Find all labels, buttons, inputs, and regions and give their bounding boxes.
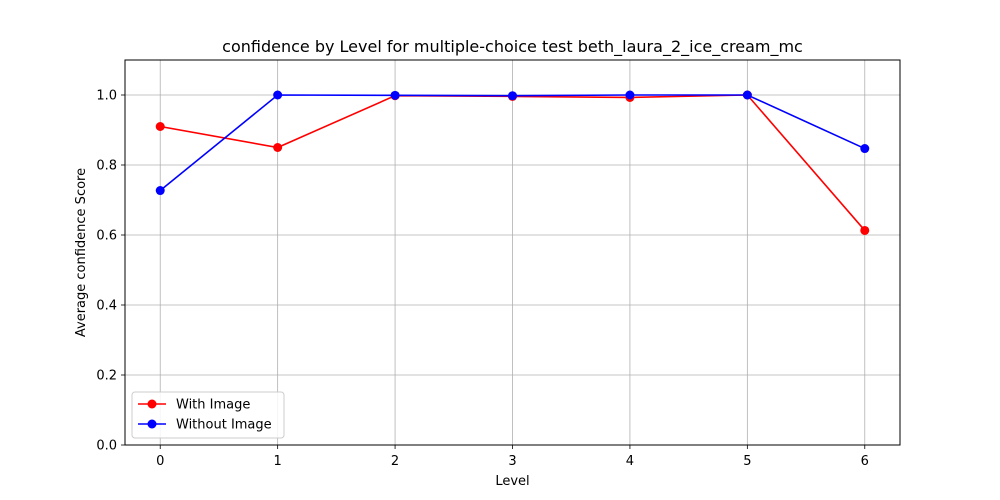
- series-layer: [155, 90, 870, 235]
- data-point-series-1: [273, 90, 283, 100]
- legend-box: [131, 391, 285, 439]
- ticks: 0 1 2 3 4 5 6 0.0 0.2 0.4 0.6 0.8 1.0: [96, 89, 869, 470]
- y-axis-label: Average confidence Score: [74, 168, 89, 337]
- legend-label-0: With Image: [176, 398, 250, 413]
- x-tick-label: 1: [274, 454, 282, 469]
- y-tick-label: 0.2: [96, 369, 117, 384]
- legend-marker-1: [147, 419, 157, 429]
- legend-marker-0: [147, 399, 157, 409]
- y-tick-label: 0.4: [96, 299, 117, 314]
- y-tick-label: 0.8: [96, 159, 117, 174]
- y-tick-label: 0.0: [96, 439, 117, 454]
- data-point-series-0: [155, 122, 165, 131]
- legend-label-1: Without Image: [176, 418, 272, 433]
- data-point-series-1: [155, 186, 165, 196]
- x-tick-label: 0: [156, 454, 164, 469]
- data-point-series-1: [508, 91, 517, 101]
- y-tick-label: 1.0: [96, 89, 117, 104]
- chart-title: confidence by Level for multiple-choice …: [222, 37, 803, 57]
- x-tick-label: 4: [626, 454, 634, 469]
- data-point-series-0: [273, 143, 283, 152]
- x-tick-label: 3: [508, 454, 516, 469]
- data-point-series-1: [742, 90, 752, 100]
- y-tick-label: 0.6: [96, 229, 117, 244]
- data-point-series-1: [625, 90, 635, 100]
- data-point-series-1: [390, 90, 400, 100]
- data-point-series-0: [860, 225, 870, 235]
- legend: With Image Without Image: [131, 391, 285, 439]
- data-point-series-1: [860, 144, 870, 154]
- x-axis-label: Level: [495, 474, 529, 489]
- x-tick-label: 2: [391, 454, 399, 469]
- x-tick-label: 5: [743, 454, 751, 469]
- x-tick-label: 6: [861, 454, 869, 469]
